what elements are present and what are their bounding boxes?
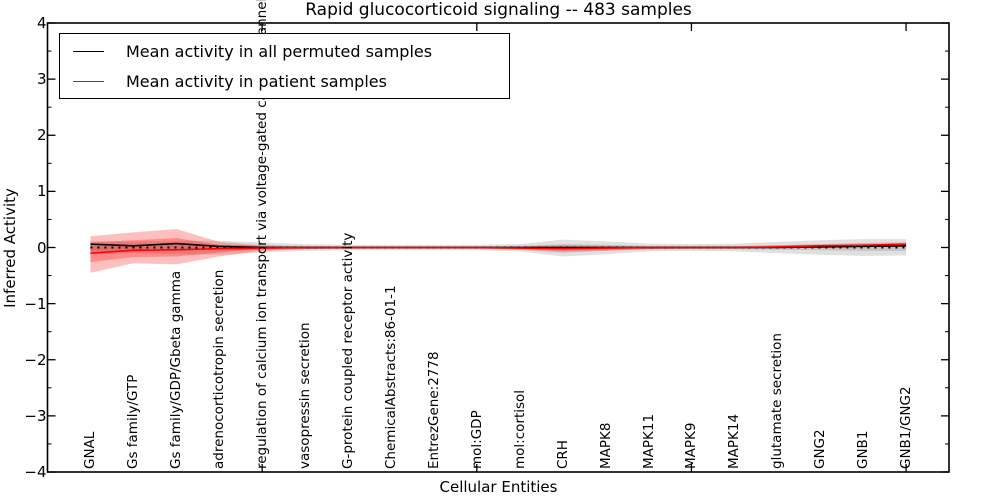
y-tick-label: 4: [36, 14, 47, 32]
x-tick-label: adrenocorticotropin secretion: [211, 269, 228, 469]
x-tick-label: Gs family/GTP: [125, 374, 142, 469]
x-tick-label: mol:cortisol: [511, 389, 528, 469]
legend-label: Mean activity in all permuted samples: [126, 41, 433, 61]
legend-entry-permuted: Mean activity in all permuted samples: [60, 36, 509, 66]
x-tick-label: ChemicalAbstracts:86-01-1: [382, 285, 399, 469]
y-tick-label: −3: [24, 406, 47, 425]
x-tick-label: MAPK8: [597, 422, 614, 469]
x-tick-label: mol:GDP: [468, 410, 485, 469]
y-tick-label: −4: [24, 463, 47, 481]
y-tick-label: −2: [24, 350, 47, 369]
x-tick-label: GNB1/GNG2: [898, 386, 915, 469]
y-tick-label: 3: [36, 70, 47, 89]
black-line-icon: [73, 50, 104, 52]
x-tick-label: G-protein coupled receptor activity: [340, 232, 356, 469]
y-tick-label: 2: [36, 126, 47, 145]
x-tick-label: vasopressin secretion: [297, 322, 314, 469]
red-line-icon: [73, 80, 104, 82]
x-tick-label: EntrezGene:2778: [425, 351, 442, 469]
legend: Mean activity in all permuted samples Me…: [59, 33, 510, 99]
x-tick-label: MAPK14: [726, 413, 743, 469]
x-tick-label: glutamate secretion: [769, 333, 786, 469]
x-axis-title: Cellular Entities: [439, 478, 558, 496]
y-tick-label: 1: [36, 182, 47, 201]
x-tick-label: MAPK11: [640, 413, 657, 469]
y-axis-title: Inferred Activity: [1, 188, 19, 308]
x-tick-label: GNB1: [855, 430, 872, 469]
x-tick-label: GNAL: [82, 431, 99, 469]
y-tick-label: −1: [24, 294, 47, 313]
y-tick-label: 0: [36, 238, 47, 257]
legend-entry-patient: Mean activity in patient samples: [60, 66, 509, 96]
x-tick-label: MAPK9: [683, 422, 700, 469]
x-tick-label: Gs family/GDP/Gbeta gamma: [168, 270, 185, 469]
x-tick-label: CRH: [554, 440, 571, 469]
x-tick-label: GNG2: [812, 429, 829, 469]
legend-label: Mean activity in patient samples: [126, 71, 387, 91]
chart-title: Rapid glucocorticoid signaling -- 483 sa…: [305, 0, 692, 20]
